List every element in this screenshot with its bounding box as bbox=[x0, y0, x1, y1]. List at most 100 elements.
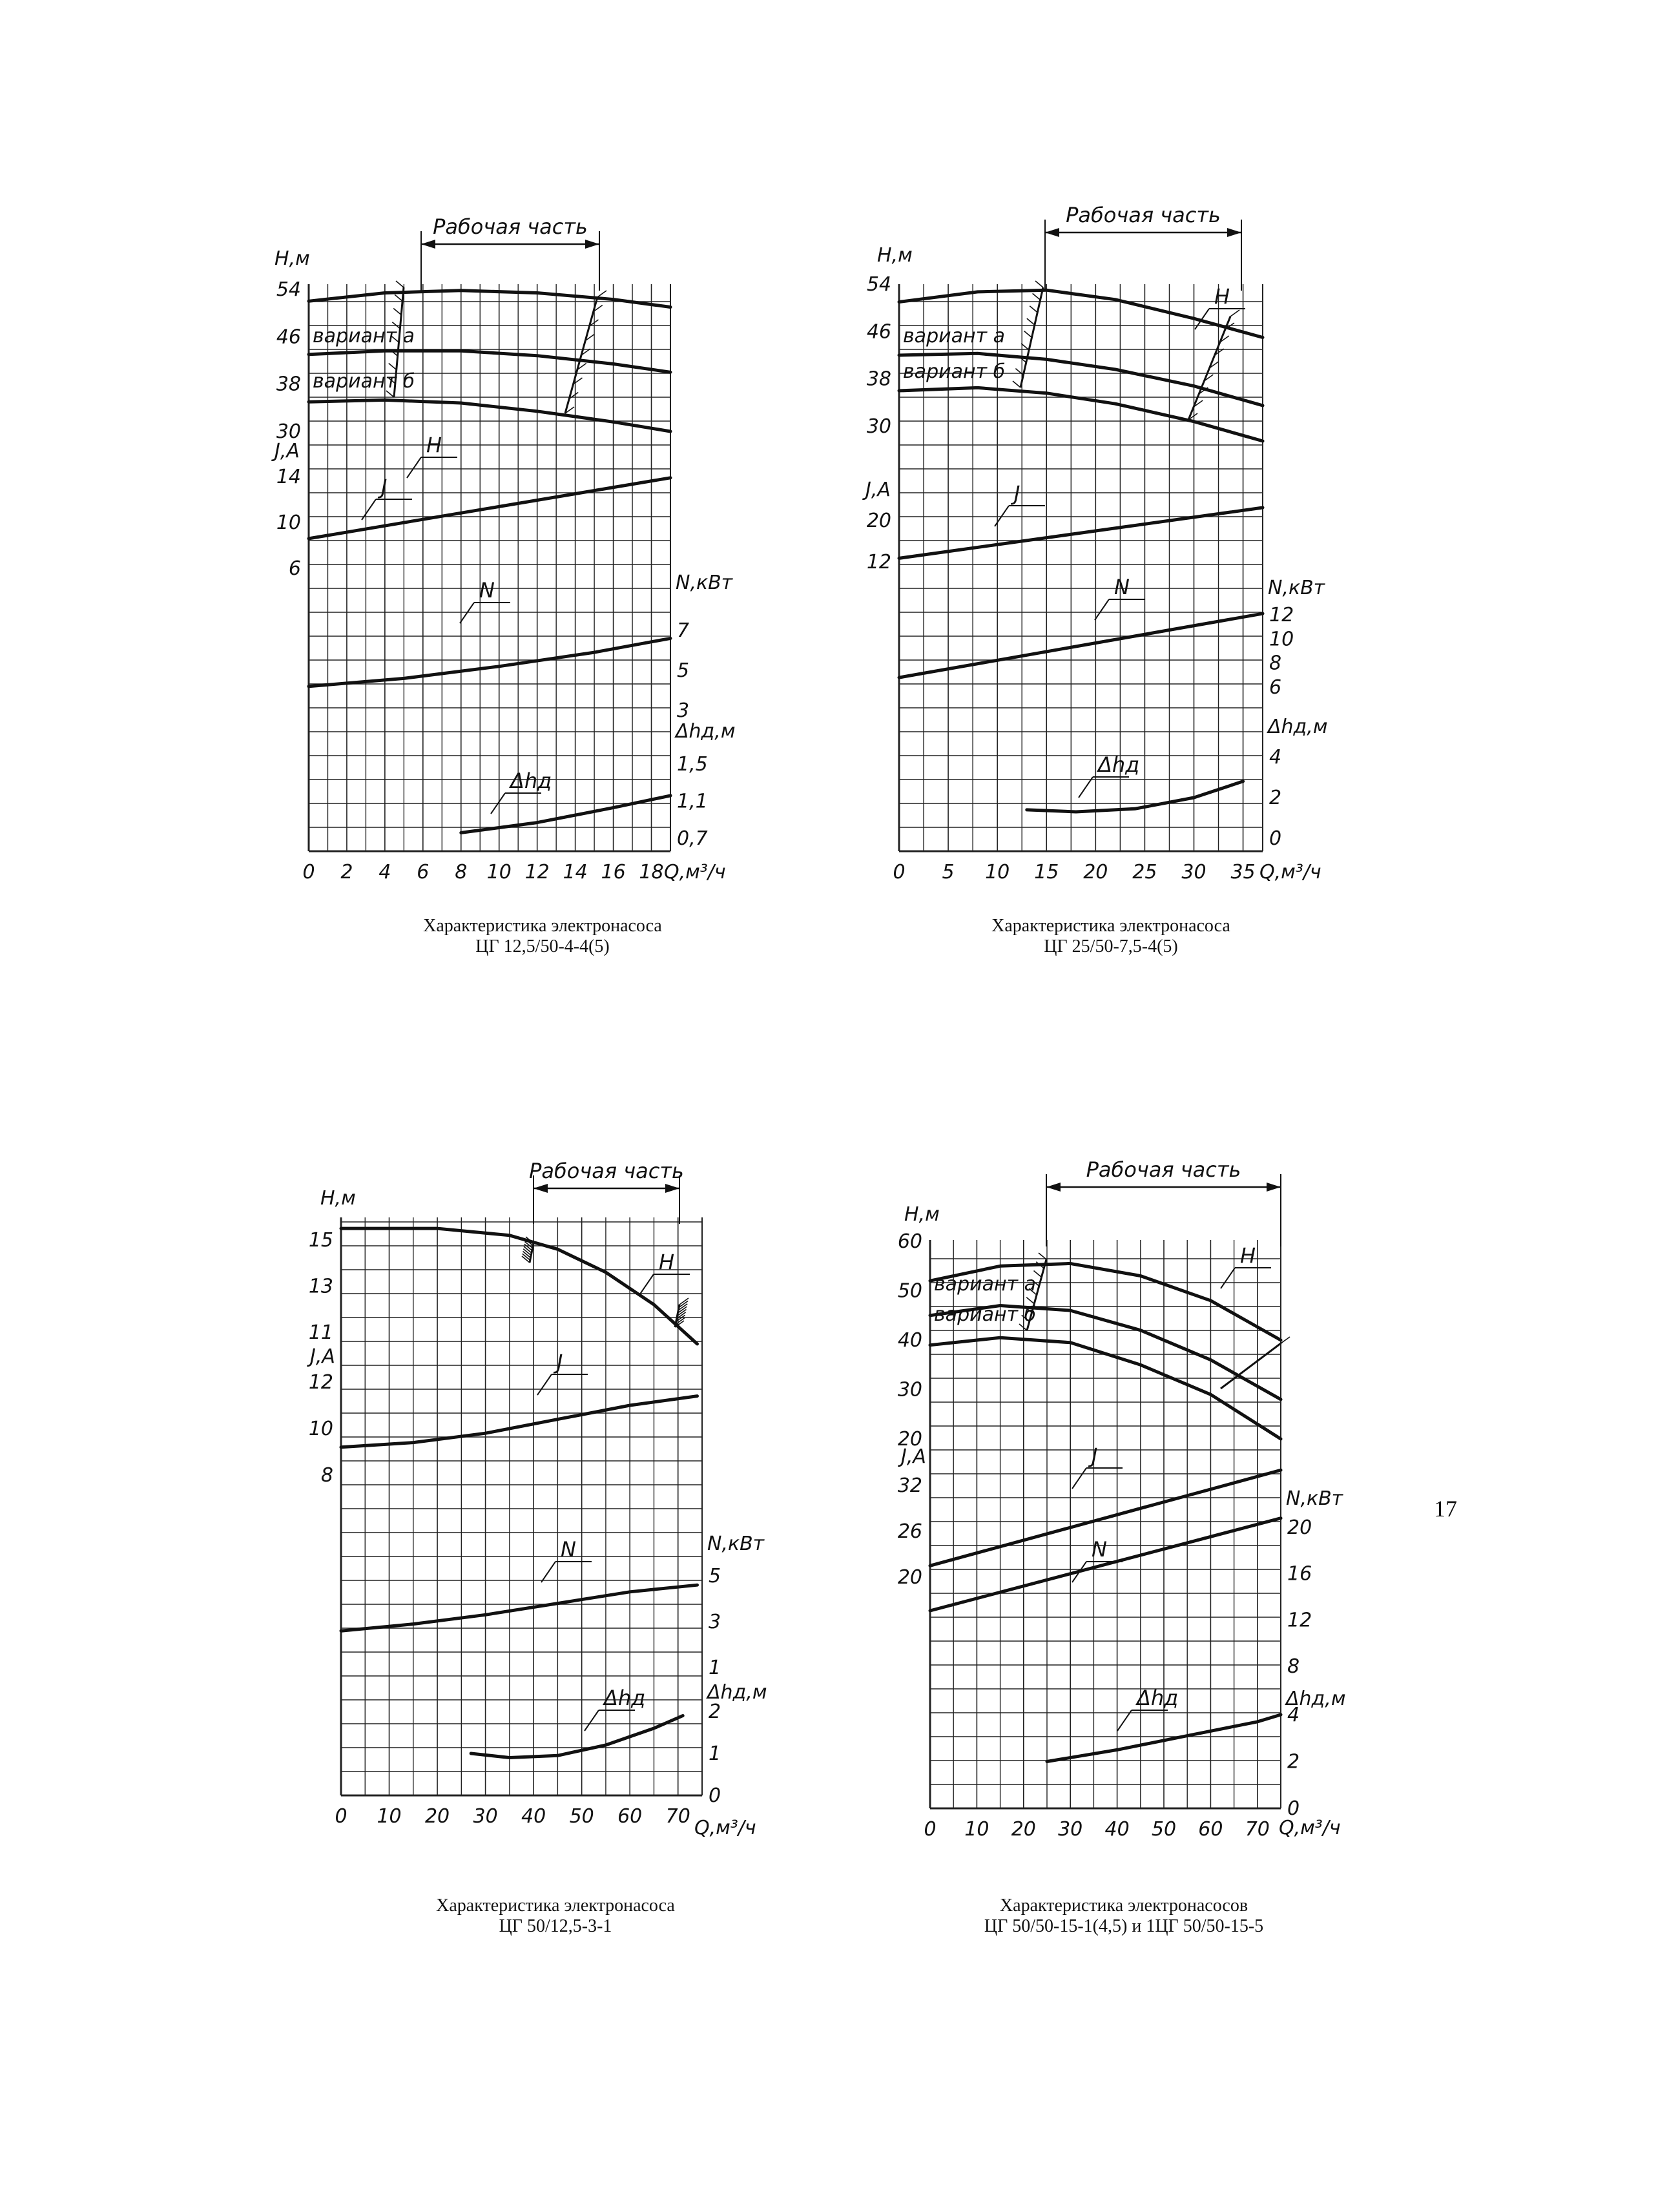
working-part-label: Рабочая часть bbox=[1086, 1157, 1241, 1182]
boundary-hatch bbox=[521, 1256, 530, 1263]
J-axis-label: J,A bbox=[898, 1445, 926, 1468]
x-tick-label: 4 bbox=[378, 861, 391, 884]
chart-panel-3: 0 10 20 30 40 50 60 70Q,м³/ч15131112108531210Н,… bbox=[307, 1159, 767, 1839]
H-tick-label: 13 bbox=[309, 1276, 333, 1298]
curve-callout-H: Н bbox=[659, 1250, 674, 1274]
boundary-hatch bbox=[568, 391, 579, 400]
curve-callout-dh: Δhд bbox=[1135, 1686, 1178, 1710]
x-tick-label: 6 bbox=[417, 861, 429, 884]
boundary-hatch bbox=[1035, 1261, 1044, 1269]
N-tick-label: 10 bbox=[1269, 628, 1294, 650]
chart-panel-4: 0 10 20 30 40 50 60 70 Q,м³/ч6050403020322620201… bbox=[898, 1157, 1346, 1841]
x-tick-label: 25 bbox=[1132, 861, 1157, 884]
boundary-hatch bbox=[387, 377, 396, 384]
boundary-hatch bbox=[524, 1239, 533, 1246]
x-tick-label: 50 bbox=[570, 1805, 594, 1828]
H-axis-label: Н,м bbox=[904, 1203, 940, 1226]
x-tick-label: 0 bbox=[335, 1805, 347, 1828]
x-tick-label: 14 bbox=[563, 861, 588, 884]
working-part-arrow-right bbox=[1227, 228, 1241, 237]
boundary-hatch bbox=[1012, 380, 1021, 388]
dh-tick-label: 2 bbox=[1269, 787, 1281, 809]
x-tick-label: 30 bbox=[1181, 861, 1206, 884]
caption-4: Характеристика электронасосов ЦГ 50/50-1… bbox=[917, 1896, 1331, 1937]
N-axis-label: N,кВт bbox=[676, 572, 734, 594]
callout-leader bbox=[1078, 776, 1093, 798]
variant-b-label: вариант б bbox=[903, 360, 1005, 383]
boundary-hatch bbox=[1265, 1347, 1276, 1356]
working-part-arrow-left bbox=[533, 1184, 548, 1193]
curve-callout-N: N bbox=[1114, 575, 1130, 599]
x-tick-label: 40 bbox=[521, 1805, 546, 1828]
callout-leader bbox=[361, 499, 377, 521]
series-J-curve bbox=[339, 1394, 699, 1449]
dh-tick-label: 0 bbox=[709, 1784, 721, 1807]
boundary-hatch bbox=[593, 304, 603, 313]
curve-callout-J: J bbox=[553, 1350, 563, 1374]
caption-4-line1: Характеристика электронасосов bbox=[999, 1896, 1248, 1916]
x-tick-label: 8 bbox=[455, 861, 467, 884]
H-axis-label: Н,м bbox=[877, 244, 913, 267]
boundary-hatch bbox=[1243, 1365, 1253, 1372]
callout-leader bbox=[459, 602, 475, 624]
boundary-hatch bbox=[1228, 1376, 1238, 1383]
callout-leader bbox=[584, 1710, 599, 1731]
callout-leader bbox=[541, 1561, 556, 1583]
x-tick-label: 60 bbox=[1198, 1818, 1223, 1841]
series-J-curve bbox=[928, 1468, 1283, 1567]
boundary-hatch bbox=[1018, 355, 1027, 363]
x-axis-label: Q,м³/ч bbox=[1279, 1817, 1341, 1839]
callout-leader bbox=[639, 1274, 654, 1296]
curve-callout-dh: Δhд bbox=[1096, 752, 1139, 777]
variant-b-label: вариант б bbox=[313, 370, 415, 393]
x-tick-label: 16 bbox=[601, 861, 625, 884]
boundary-hatch bbox=[1250, 1359, 1260, 1367]
J-tick-label: 32 bbox=[898, 1474, 922, 1497]
curve-callout-J: J bbox=[1010, 481, 1020, 506]
H-tick-label: 11 bbox=[309, 1321, 333, 1344]
boundary-hatch bbox=[1209, 361, 1219, 369]
boundary-hatch bbox=[1272, 1342, 1283, 1350]
N-tick-label: 5 bbox=[677, 659, 689, 682]
x-tick-label: 5 bbox=[942, 861, 955, 884]
N-tick-label: 3 bbox=[709, 1611, 721, 1633]
boundary-hatch bbox=[1021, 1314, 1030, 1322]
boundary-hatch bbox=[577, 362, 587, 371]
x-tick-label: 18 bbox=[639, 861, 663, 884]
boundary-hatch bbox=[386, 390, 395, 398]
series-H-curve bbox=[928, 1336, 1283, 1441]
boundary-hatch bbox=[678, 1300, 689, 1308]
working-part-label: Рабочая часть bbox=[433, 214, 588, 239]
dh-tick-label: 2 bbox=[709, 1700, 721, 1723]
boundary-hatch bbox=[597, 290, 607, 298]
N-axis-label: N,кВт bbox=[1286, 1487, 1344, 1510]
H-tick-label: 38 bbox=[276, 373, 301, 396]
boundary-hatch bbox=[1026, 318, 1035, 326]
H-tick-label: 54 bbox=[867, 273, 891, 296]
callout-leader bbox=[1194, 308, 1210, 330]
x-tick-label: 10 bbox=[964, 1818, 989, 1841]
callout-leader bbox=[1117, 1710, 1132, 1731]
caption-2: Характеристика электронасоса ЦГ 25/50-7,… bbox=[930, 916, 1292, 957]
boundary-hatch bbox=[388, 362, 397, 371]
chart-panel-2: 0 5 10 15 20 25 30 35 Q,м³/ч54463830201212108642… bbox=[862, 203, 1327, 884]
boundary-hatch bbox=[525, 1236, 534, 1244]
series-H-curve bbox=[307, 349, 672, 374]
boundary-hatch bbox=[1023, 1305, 1033, 1314]
H-tick-label: 30 bbox=[898, 1379, 922, 1401]
boundary-hatch bbox=[1198, 387, 1208, 395]
boundary-hatch bbox=[393, 307, 402, 316]
boundary-hatch bbox=[1015, 368, 1024, 376]
boundary-hatch bbox=[678, 1303, 688, 1311]
boundary-hatch bbox=[390, 335, 400, 343]
series-H-curve bbox=[339, 1226, 699, 1346]
dh-tick-label: 4 bbox=[1269, 746, 1281, 769]
J-tick-label: 20 bbox=[898, 1566, 922, 1589]
boundary-hatch bbox=[585, 333, 595, 342]
boundary-hatch bbox=[581, 348, 591, 356]
series-H-curve bbox=[928, 1261, 1283, 1342]
variant-a-label: вариант а bbox=[934, 1273, 1036, 1296]
x-tick-label: 70 bbox=[1245, 1818, 1270, 1841]
H-axis-label: Н,м bbox=[320, 1187, 356, 1210]
working-part-arrow-right bbox=[585, 240, 599, 249]
